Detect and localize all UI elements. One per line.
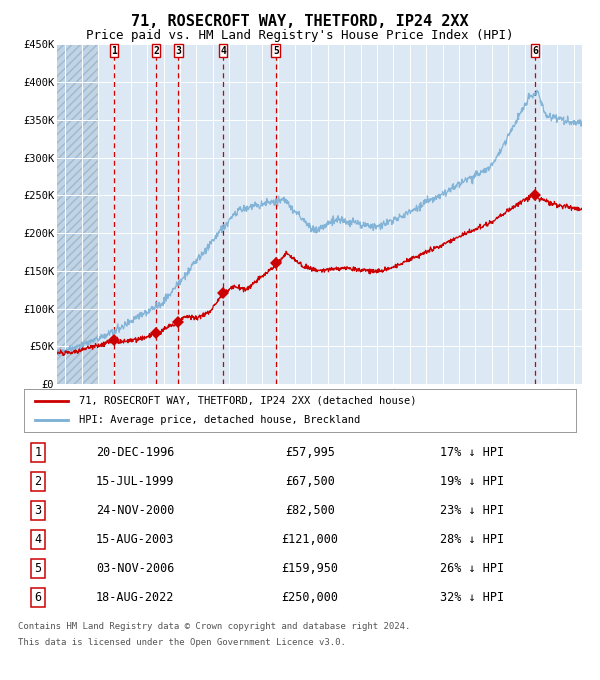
Text: 3: 3: [175, 46, 181, 56]
Text: 17% ↓ HPI: 17% ↓ HPI: [440, 446, 504, 459]
Text: 18-AUG-2022: 18-AUG-2022: [96, 591, 174, 604]
Text: 71, ROSECROFT WAY, THETFORD, IP24 2XX: 71, ROSECROFT WAY, THETFORD, IP24 2XX: [131, 14, 469, 29]
Text: Price paid vs. HM Land Registry's House Price Index (HPI): Price paid vs. HM Land Registry's House …: [86, 29, 514, 42]
Text: £67,500: £67,500: [285, 475, 335, 488]
Text: 15-JUL-1999: 15-JUL-1999: [96, 475, 174, 488]
Text: £121,000: £121,000: [281, 533, 338, 546]
Text: 19% ↓ HPI: 19% ↓ HPI: [440, 475, 504, 488]
Text: 71, ROSECROFT WAY, THETFORD, IP24 2XX (detached house): 71, ROSECROFT WAY, THETFORD, IP24 2XX (d…: [79, 396, 416, 406]
Text: 32% ↓ HPI: 32% ↓ HPI: [440, 591, 504, 604]
Text: 4: 4: [34, 533, 41, 546]
Text: HPI: Average price, detached house, Breckland: HPI: Average price, detached house, Brec…: [79, 415, 361, 425]
Text: 1: 1: [111, 46, 117, 56]
Text: 26% ↓ HPI: 26% ↓ HPI: [440, 562, 504, 575]
Text: £57,995: £57,995: [285, 446, 335, 459]
Text: 3: 3: [34, 504, 41, 517]
Text: 5: 5: [34, 562, 41, 575]
Bar: [57, 44, 98, 384]
Text: 2: 2: [153, 46, 159, 56]
Text: 20-DEC-1996: 20-DEC-1996: [96, 446, 174, 459]
Text: 24-NOV-2000: 24-NOV-2000: [96, 504, 174, 517]
Text: 5: 5: [273, 46, 279, 56]
Text: 03-NOV-2006: 03-NOV-2006: [96, 562, 174, 575]
Text: £250,000: £250,000: [281, 591, 338, 604]
Text: 15-AUG-2003: 15-AUG-2003: [96, 533, 174, 546]
Text: 4: 4: [220, 46, 226, 56]
Text: 6: 6: [532, 46, 538, 56]
Text: Contains HM Land Registry data © Crown copyright and database right 2024.: Contains HM Land Registry data © Crown c…: [18, 622, 410, 631]
Text: £82,500: £82,500: [285, 504, 335, 517]
Text: This data is licensed under the Open Government Licence v3.0.: This data is licensed under the Open Gov…: [18, 638, 346, 647]
Text: 1: 1: [34, 446, 41, 459]
Text: £159,950: £159,950: [281, 562, 338, 575]
Text: 23% ↓ HPI: 23% ↓ HPI: [440, 504, 504, 517]
Text: 28% ↓ HPI: 28% ↓ HPI: [440, 533, 504, 546]
Text: 2: 2: [34, 475, 41, 488]
Text: 6: 6: [34, 591, 41, 604]
